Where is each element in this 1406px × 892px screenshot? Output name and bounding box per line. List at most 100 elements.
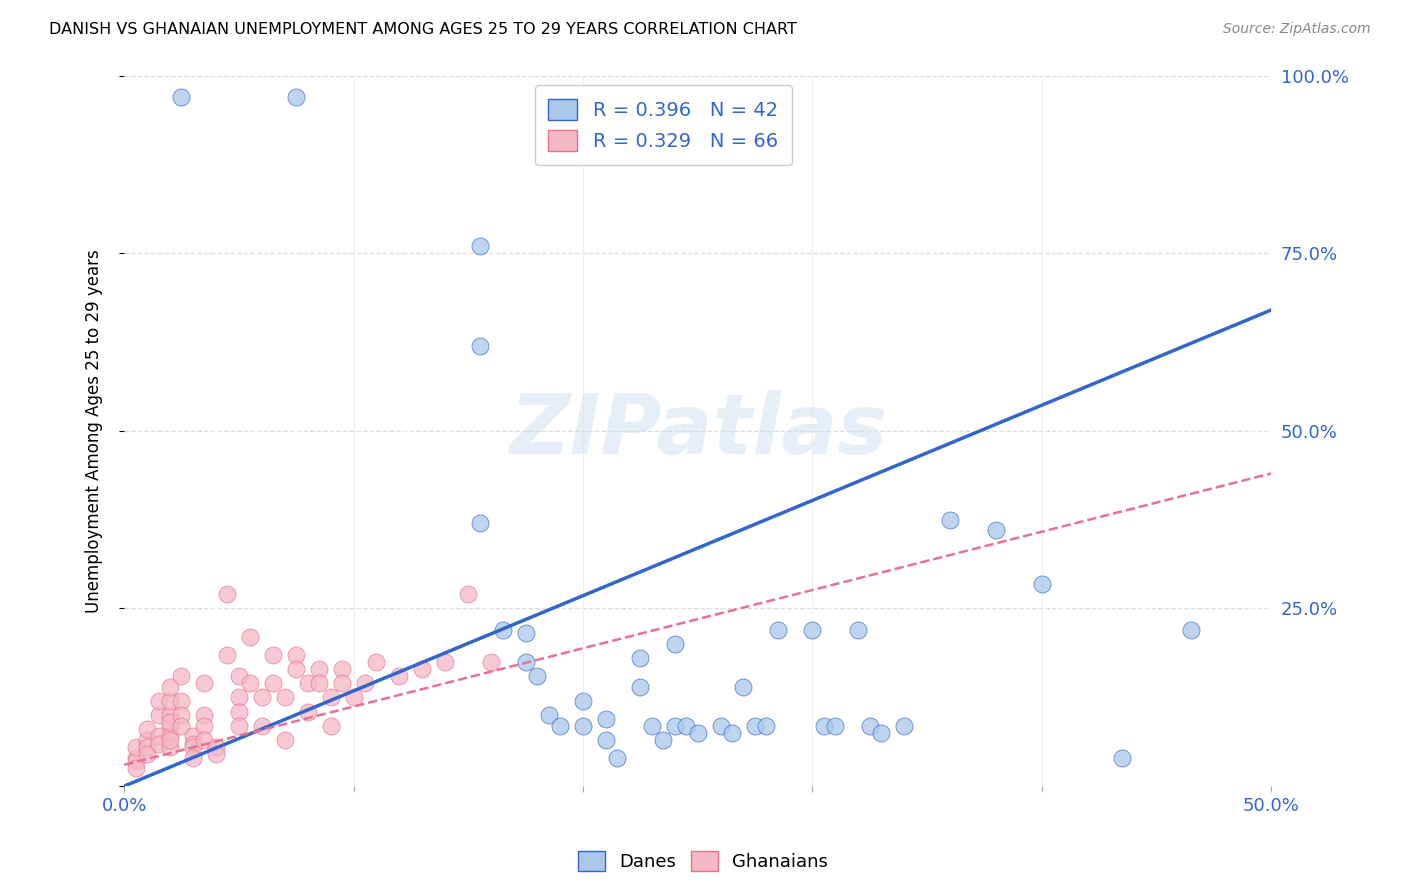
Point (124, 761, 146, 775)
Point (181, 737, 204, 751)
Point (342, 690, 364, 705)
Legend: Danes, Ghanaians: Danes, Ghanaians (571, 844, 835, 879)
Point (537, 708, 560, 723)
Point (434, 655, 457, 669)
Point (159, 719, 181, 733)
Point (319, 690, 342, 705)
Point (250, 690, 273, 705)
Point (170, 90, 193, 104)
Point (572, 719, 595, 733)
Point (595, 733, 617, 747)
Point (228, 719, 250, 733)
Point (939, 513, 962, 527)
Point (124, 750, 146, 764)
Point (801, 623, 824, 637)
Point (411, 662, 433, 676)
Point (308, 676, 330, 690)
Point (273, 690, 295, 705)
Point (170, 719, 193, 733)
Y-axis label: Unemployment Among Ages 25 to 29 years: Unemployment Among Ages 25 to 29 years (86, 249, 103, 613)
Point (193, 733, 215, 747)
Point (664, 719, 686, 733)
Point (262, 676, 284, 690)
Point (628, 680, 651, 694)
Point (124, 740, 146, 755)
Point (628, 651, 651, 665)
Point (354, 676, 377, 690)
Point (228, 669, 250, 683)
Point (652, 733, 675, 747)
Point (205, 747, 228, 761)
Point (159, 680, 181, 694)
Point (755, 719, 778, 733)
Point (388, 669, 411, 683)
Point (457, 587, 479, 601)
Point (1031, 576, 1053, 591)
Point (859, 719, 882, 733)
Point (148, 737, 170, 751)
Point (606, 750, 628, 764)
Point (686, 726, 709, 740)
Point (824, 719, 846, 733)
Point (285, 662, 308, 676)
Point (526, 669, 548, 683)
Point (308, 662, 330, 676)
Point (228, 690, 250, 705)
Point (330, 662, 353, 676)
Point (766, 623, 789, 637)
Point (744, 719, 766, 733)
Point (595, 712, 617, 726)
Point (733, 680, 755, 694)
Legend: R = 0.396   N = 42, R = 0.329   N = 66: R = 0.396 N = 42, R = 0.329 N = 66 (534, 86, 792, 165)
Point (515, 626, 537, 640)
Text: DANISH VS GHANAIAN UNEMPLOYMENT AMONG AGES 25 TO 29 YEARS CORRELATION CHART: DANISH VS GHANAIAN UNEMPLOYMENT AMONG AG… (49, 22, 797, 37)
Point (159, 708, 181, 723)
Point (239, 676, 262, 690)
Point (228, 705, 250, 719)
Point (285, 90, 308, 104)
Point (217, 587, 239, 601)
Point (297, 705, 319, 719)
Point (491, 623, 513, 637)
Text: ZIPatlas: ZIPatlas (509, 391, 887, 471)
Point (273, 733, 295, 747)
Point (721, 726, 744, 740)
Point (515, 655, 537, 669)
Point (181, 750, 204, 764)
Point (664, 637, 686, 651)
Point (285, 648, 308, 662)
Point (159, 715, 181, 730)
Point (159, 694, 181, 708)
Point (984, 524, 1007, 538)
Point (159, 730, 181, 744)
Point (159, 733, 181, 747)
Point (136, 747, 159, 761)
Point (319, 719, 342, 733)
Point (148, 730, 170, 744)
Point (217, 648, 239, 662)
Point (170, 694, 193, 708)
Point (846, 623, 869, 637)
Point (366, 655, 388, 669)
Point (193, 676, 215, 690)
Point (193, 719, 215, 733)
Point (170, 669, 193, 683)
Point (124, 754, 146, 768)
Text: Source: ZipAtlas.com: Source: ZipAtlas.com (1223, 22, 1371, 37)
Point (239, 630, 262, 644)
Point (181, 730, 204, 744)
Point (709, 719, 731, 733)
Point (136, 733, 159, 747)
Point (262, 648, 284, 662)
Point (468, 338, 491, 352)
Point (159, 740, 181, 755)
Point (148, 708, 170, 723)
Point (572, 694, 595, 708)
Point (330, 676, 353, 690)
Point (468, 516, 491, 531)
Point (136, 740, 159, 755)
Point (193, 708, 215, 723)
Point (641, 719, 664, 733)
Point (205, 740, 228, 755)
Point (181, 740, 204, 755)
